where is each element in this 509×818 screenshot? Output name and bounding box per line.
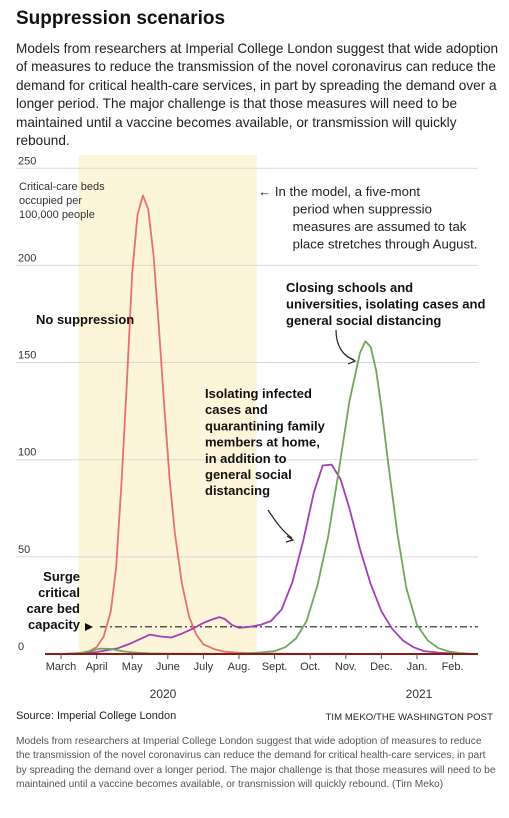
- x-tick-label-5: Aug.: [228, 661, 251, 673]
- pointer-closing-schools: [335, 329, 355, 361]
- suppression-period-shade: [78, 155, 257, 654]
- intro-text: Models from researchers at Imperial Coll…: [16, 41, 499, 149]
- series-line-closing-schools: [60, 340, 475, 655]
- pointer-closing-schools-head: [347, 356, 357, 365]
- x-tick-label-10: Jan.: [407, 661, 428, 673]
- x-tick-label-9: Dec.: [370, 661, 393, 673]
- pointer-isolating: [267, 509, 293, 539]
- surge-capacity-label: Surge critical care bed capacity: [27, 569, 81, 632]
- y-tick-label-200: 200: [18, 252, 36, 264]
- y-tick-label-250: 250: [18, 155, 36, 167]
- y-tick-label-100: 100: [18, 447, 36, 459]
- image-caption: Models from researchers at Imperial Coll…: [16, 736, 496, 790]
- x-tick-label-6: Sept.: [262, 661, 288, 673]
- x-tick-label-11: Feb.: [442, 661, 464, 673]
- x-tick-label-8: Nov.: [335, 661, 357, 673]
- x-tick-label-1: April: [86, 661, 108, 673]
- year-label-2020: 2020: [150, 687, 177, 701]
- y-axis-label: Critical-care beds occupied per 100,000 pe…: [19, 181, 105, 221]
- series-line-isolating: [60, 463, 475, 655]
- y-tick-label-0: 0: [18, 641, 24, 653]
- annotation-closing-schools: Closing schools and universities, isolati…: [286, 280, 485, 328]
- suppression-chart: 0 50 100 150 200 250 Critical-care beds occupie…: [16, 155, 485, 701]
- x-tick-label-7: Oct.: [300, 661, 320, 673]
- surge-capacity-marker: [85, 623, 93, 631]
- annotation-no-suppression: No suppression: [36, 312, 134, 327]
- x-tick-label-3: June: [156, 661, 180, 673]
- source-note: Source: Imperial College London: [16, 710, 177, 722]
- x-tick-label-2: May: [122, 661, 143, 673]
- annotation-isolating-cases: Isolating infected cases and quarantining …: [205, 386, 326, 498]
- chart-title: Suppression scenarios: [16, 8, 226, 29]
- x-tick-label-0: March: [46, 661, 77, 673]
- year-label-2021: 2021: [406, 687, 433, 701]
- y-tick-label-150: 150: [18, 350, 36, 362]
- credit-line: TIM MEKO/THE WASHINGTON POST: [325, 712, 493, 723]
- shaded-period-note: ← In the model, a five-mont period when …: [258, 184, 477, 252]
- y-tick-label-50: 50: [18, 544, 30, 556]
- x-tick-label-4: July: [194, 661, 214, 673]
- pointer-isolating-head: [285, 535, 295, 543]
